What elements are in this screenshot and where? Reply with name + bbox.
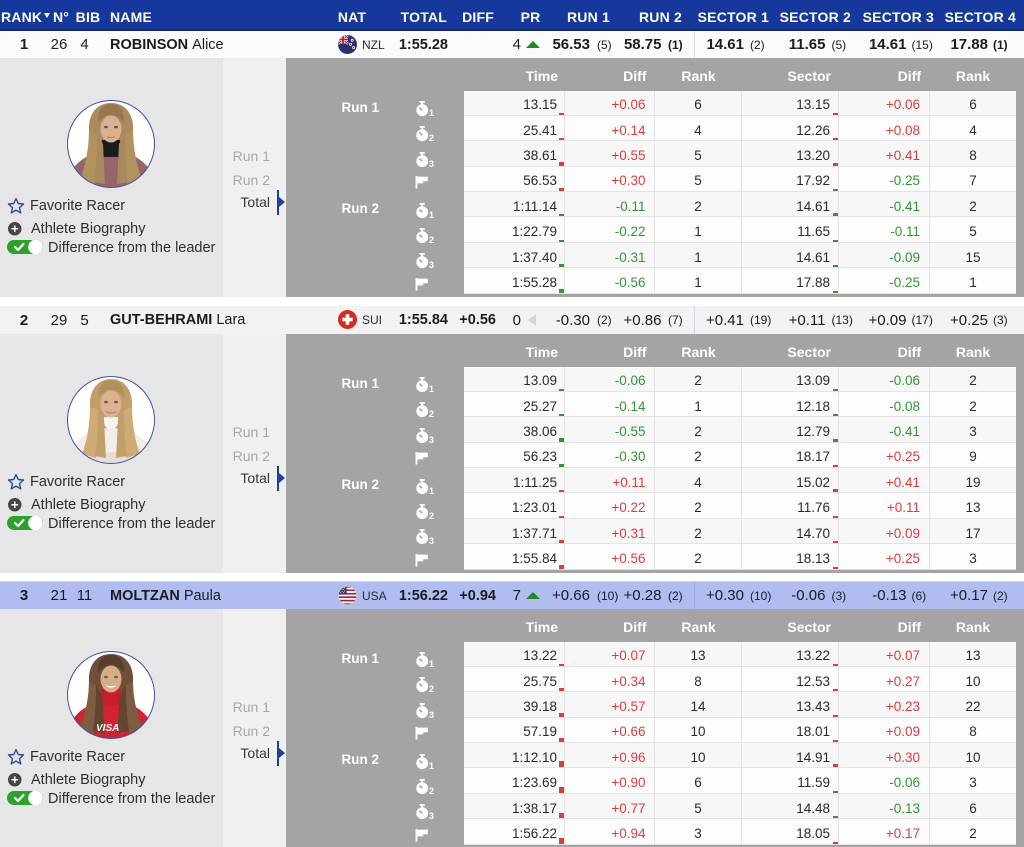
svg-text:VISA: VISA xyxy=(96,723,119,734)
